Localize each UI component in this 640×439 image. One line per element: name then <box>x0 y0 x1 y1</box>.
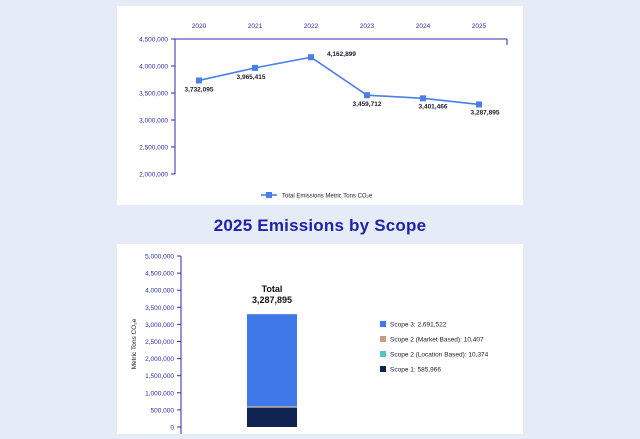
stacked-bar-segment <box>247 314 297 407</box>
data-label: 4,162,899 <box>327 51 356 58</box>
y-tick-label: 500,000 <box>151 407 175 414</box>
y-tick-label: 2,500,000 <box>139 145 168 152</box>
legend-swatch <box>380 366 386 372</box>
data-label: 3,287,895 <box>471 109 500 116</box>
y-tick-label: 2,000,000 <box>145 356 174 363</box>
y-tick-label: 4,000,000 <box>139 64 168 71</box>
legend-label: Total Emissions Metric Tons CO₂e <box>282 194 373 200</box>
data-label: 3,965,415 <box>237 74 266 81</box>
total-emissions-chart-card: 2,000,000 2,500,000 3,000,000 3,500,000 4,00… <box>117 6 523 205</box>
y-tick-label: 2,500,000 <box>145 339 174 346</box>
legend-swatch <box>380 321 386 327</box>
data-point-marker <box>196 77 202 84</box>
legend-marker-swatch <box>266 192 272 198</box>
data-point-marker <box>364 92 370 99</box>
bar-total-label: Total <box>262 284 283 294</box>
x-tick-label: 2022 <box>304 23 319 30</box>
legend-swatch <box>380 351 386 357</box>
y-axis-title: Metric Tons CO₂e <box>131 318 138 369</box>
y-tick-label: 2,000,000 <box>139 172 168 179</box>
x-tick-label: 2023 <box>360 23 375 30</box>
bar-total-value: 3,287,895 <box>252 295 292 305</box>
y-tick-label: 1,000,000 <box>145 390 174 397</box>
y-tick-label: 3,000,000 <box>145 322 174 329</box>
data-label: 3,401,466 <box>419 103 448 110</box>
legend-swatch <box>380 336 386 342</box>
scope-chart-heading: 2025 Emissions by Scope <box>213 216 427 235</box>
total-emissions-line-chart: 2,000,000 2,500,000 3,000,000 3,500,000 4,00… <box>139 23 508 200</box>
emissions-series-line <box>198 56 480 106</box>
data-point-marker <box>420 95 426 102</box>
y-tick-label: 4,000,000 <box>145 288 174 295</box>
y-tick-label: 5,000,000 <box>145 254 174 261</box>
x-tick-label: 2024 <box>416 23 431 30</box>
data-label: 3,732,095 <box>185 86 214 93</box>
y-tick-label: 4,500,000 <box>139 37 168 44</box>
y-tick-label: 1,500,000 <box>145 373 174 380</box>
x-tick-label: 2025 <box>472 23 487 30</box>
scope-stacked-bar-chart: 0500,0001,000,0001,500,0002,000,0002,500… <box>131 254 489 434</box>
stacked-bar-segment <box>247 406 297 408</box>
legend-label: Scope 2 (Location Based): 10,374 <box>390 352 489 359</box>
x-tick-label: 2021 <box>248 23 263 30</box>
y-tick-label: 3,500,000 <box>145 305 174 312</box>
y-tick-label: 3,500,000 <box>139 91 168 98</box>
data-label: 3,459,712 <box>353 101 382 108</box>
data-point-marker <box>252 64 258 71</box>
legend-label: Scope 3: 2,691,522 <box>390 322 447 329</box>
legend-label: Scope 2 (Market Based): 10,407 <box>390 337 484 344</box>
y-tick-label: 3,000,000 <box>139 118 168 125</box>
legend-label: Scope 1: 585,966 <box>390 367 441 374</box>
scope-emissions-chart-card: 0 500,000 1,000,000 1,500,000 2,000,000 2,500… <box>117 244 523 434</box>
data-point-marker <box>476 101 482 108</box>
x-tick-label: 2020 <box>192 23 207 30</box>
data-point-marker <box>308 54 314 61</box>
stacked-bar-segment <box>247 406 297 427</box>
y-tick-label: 4,500,000 <box>145 271 174 278</box>
